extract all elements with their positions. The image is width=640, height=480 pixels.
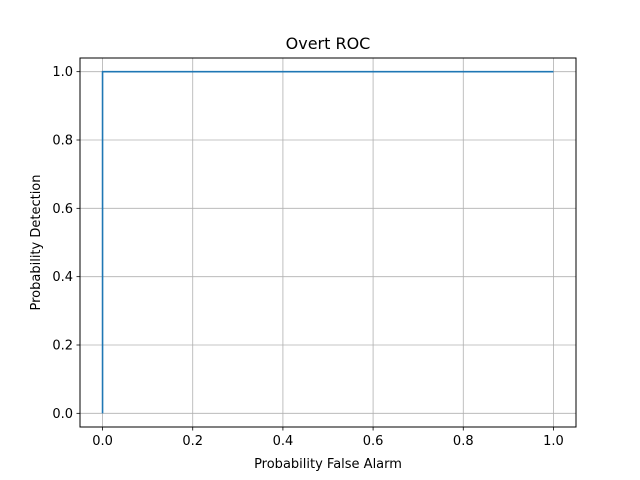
y-axis-ticks: 0.0 0.2 0.4 0.6 0.8 1.0 (52, 65, 80, 422)
y-tick-label: 0.8 (52, 134, 73, 149)
x-tick-label: 0.2 (182, 434, 203, 449)
x-tick-label: 1.0 (543, 434, 564, 449)
x-tick-label: 0.6 (363, 434, 384, 449)
x-tick-label: 0.8 (453, 434, 474, 449)
grid-lines (80, 58, 576, 427)
x-axis-ticks: 0.0 0.2 0.4 0.6 0.8 1.0 (92, 427, 564, 449)
chart-title: Overt ROC (286, 34, 371, 53)
y-tick-label: 0.6 (52, 202, 73, 217)
x-tick-label: 0.4 (273, 434, 294, 449)
plot-frame (79, 57, 577, 428)
series-layer (101, 70, 554, 414)
x-axis-label: Probability False Alarm (254, 457, 402, 472)
roc-curve-line (101, 70, 554, 414)
y-tick-label: 0.2 (52, 339, 73, 354)
x-tick-label: 0.0 (92, 434, 113, 449)
y-tick-label: 1.0 (52, 65, 73, 80)
y-axis-label: Probability Detection (29, 174, 44, 310)
y-tick-label: 0.4 (52, 270, 73, 285)
y-tick-label: 0.0 (52, 407, 73, 422)
